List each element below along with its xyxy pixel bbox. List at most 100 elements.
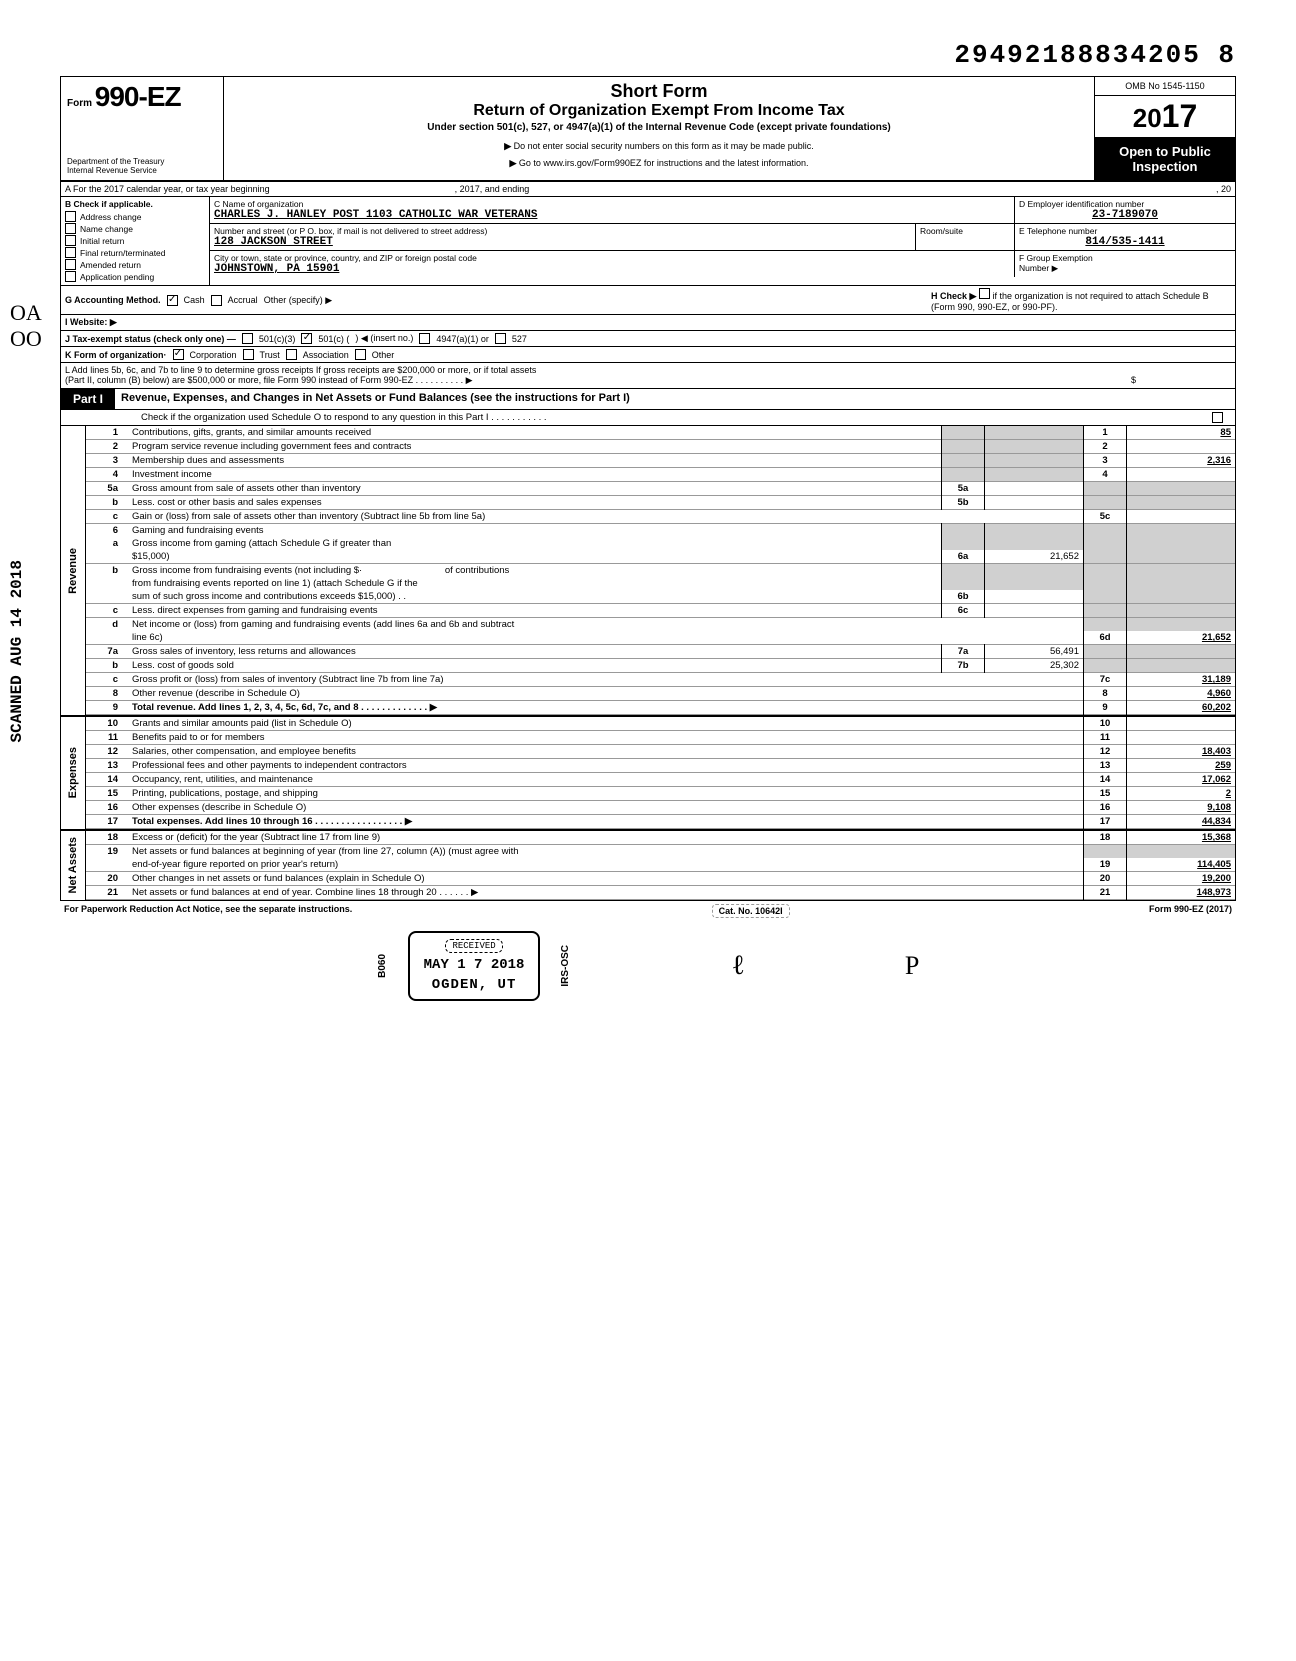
part1-body: Revenue 1Contributions, gifts, grants, a… xyxy=(61,426,1235,900)
row-a-left: A For the 2017 calendar year, or tax yea… xyxy=(65,184,270,194)
open-to-public: Open to Public Inspection xyxy=(1095,138,1235,180)
chk-name-change[interactable] xyxy=(65,223,76,234)
chk-other-org[interactable] xyxy=(355,349,366,360)
chk-corporation[interactable] xyxy=(173,349,184,360)
ln6b-desc3: sum of such gross income and contributio… xyxy=(132,591,406,602)
lbl-accrual: Accrual xyxy=(228,295,258,305)
margin-handwriting: OA OO xyxy=(10,300,42,352)
chk-cash[interactable] xyxy=(167,295,178,306)
ln21-val: 148,973 xyxy=(1127,886,1236,900)
ln7b-num: b xyxy=(86,659,128,673)
ln18-desc: Excess or (deficit) for the year (Subtra… xyxy=(132,832,380,843)
ln16-desc: Other expenses (describe in Schedule O) xyxy=(132,802,306,813)
street-address: 128 JACKSON STREET xyxy=(214,236,911,248)
ln13-val: 259 xyxy=(1127,759,1236,773)
ln7a-snum: 7a xyxy=(942,645,985,659)
chk-4947[interactable] xyxy=(419,333,430,344)
stamp-date: MAY 1 7 2018 xyxy=(424,957,525,973)
lbl-other-method: Other (specify) ▶ xyxy=(264,295,332,306)
footer: For Paperwork Reduction Act Notice, see … xyxy=(60,901,1236,921)
ln5c-desc: Gain or (loss) from sale of assets other… xyxy=(132,511,485,522)
margin-oa: OA xyxy=(10,300,42,326)
form-number: 990-EZ xyxy=(95,81,181,112)
ln3-desc: Membership dues and assessments xyxy=(132,455,284,466)
ln20-val: 19,200 xyxy=(1127,872,1236,886)
chk-schedule-o[interactable] xyxy=(1212,412,1223,423)
ein-value: 23-7189070 xyxy=(1019,209,1231,221)
j-label: J Tax-exempt status (check only one) — xyxy=(65,334,236,344)
chk-accrual[interactable] xyxy=(211,295,222,306)
chk-final-return[interactable] xyxy=(65,247,76,258)
chk-amended-return[interactable] xyxy=(65,259,76,270)
ln5b-snum: 5b xyxy=(942,496,985,510)
chk-h[interactable] xyxy=(979,288,990,299)
row-g-h: G Accounting Method. Cash Accrual Other … xyxy=(61,286,1235,315)
lbl-address-change: Address change xyxy=(80,212,141,222)
stamp-received: RECEIVED xyxy=(445,939,502,953)
city-state-zip: JOHNSTOWN, PA 15901 xyxy=(214,263,1010,275)
chk-association[interactable] xyxy=(286,349,297,360)
title-under-section: Under section 501(c), 527, or 4947(a)(1)… xyxy=(232,122,1086,133)
tax-year: 2017 xyxy=(1095,96,1235,138)
form-word: Form xyxy=(67,98,92,109)
ln7a-desc: Gross sales of inventory, less returns a… xyxy=(132,646,356,657)
ln18-num: 18 xyxy=(86,831,128,845)
chk-501c3[interactable] xyxy=(242,333,253,344)
ln6b-snum: 6b xyxy=(942,590,985,604)
chk-address-change[interactable] xyxy=(65,211,76,222)
ln5c-num: c xyxy=(86,510,128,524)
ln6d-mnum: 6d xyxy=(1084,631,1127,645)
signature-mark: ℓ xyxy=(731,950,744,982)
l-text1: L Add lines 5b, 6c, and 7b to line 9 to … xyxy=(65,365,1231,375)
chk-501c[interactable] xyxy=(301,333,312,344)
ln4-desc: Investment income xyxy=(132,469,212,480)
c-city-label: City or town, state or province, country… xyxy=(214,253,1010,263)
room-suite-label: Room/suite xyxy=(920,226,1010,236)
ln12-num: 12 xyxy=(86,745,128,759)
ln14-num: 14 xyxy=(86,773,128,787)
ln5a-desc: Gross amount from sale of assets other t… xyxy=(132,483,361,494)
ln6d-desc1: Net income or (loss) from gaming and fun… xyxy=(132,619,514,630)
ln12-desc: Salaries, other compensation, and employ… xyxy=(132,746,356,757)
ln16-val: 9,108 xyxy=(1127,801,1236,815)
ln2-num: 2 xyxy=(86,440,128,454)
chk-initial-return[interactable] xyxy=(65,235,76,246)
ln8-num: 8 xyxy=(86,687,128,701)
chk-527[interactable] xyxy=(495,333,506,344)
col-c: C Name of organization CHARLES J. HANLEY… xyxy=(210,197,1235,285)
side-netassets: Net Assets xyxy=(65,833,81,897)
stamp-area: B060 RECEIVED MAY 1 7 2018 OGDEN, UT IRS… xyxy=(60,931,1236,1001)
e-phone-label: E Telephone number xyxy=(1019,226,1231,236)
ln13-num: 13 xyxy=(86,759,128,773)
ln6a-num: a xyxy=(86,537,128,550)
margin-scanned-stamp: SCANNED AUG 14 2018 xyxy=(8,560,26,742)
ln6a-snum: 6a xyxy=(942,550,985,564)
l-dollar: $ xyxy=(1131,375,1231,386)
ln14-val: 17,062 xyxy=(1127,773,1236,787)
ln15-val: 2 xyxy=(1127,787,1236,801)
footer-formref: Form 990-EZ (2017) xyxy=(1149,904,1232,918)
ln6b-sval xyxy=(985,590,1084,604)
part1-header: Part I Revenue, Expenses, and Changes in… xyxy=(61,389,1235,410)
ln6c-snum: 6c xyxy=(942,604,985,618)
ln5b-desc: Less. cost or other basis and sales expe… xyxy=(132,497,322,508)
ln11-desc: Benefits paid to or for members xyxy=(132,732,265,743)
k-label: K Form of organization· xyxy=(65,350,167,360)
chk-trust[interactable] xyxy=(243,349,254,360)
ln7b-sval: 25,302 xyxy=(985,659,1084,673)
c-name-label: C Name of organization xyxy=(214,199,1010,209)
ln6a-desc2: $15,000) xyxy=(132,551,170,562)
chk-application-pending[interactable] xyxy=(65,271,76,282)
ln7a-sval: 56,491 xyxy=(985,645,1084,659)
document-id-number: 29492188834205 8 xyxy=(60,40,1236,70)
ln6a-sval: 21,652 xyxy=(985,550,1084,564)
block-bcd: B Check if applicable. Address change Na… xyxy=(61,197,1235,286)
ln9-num: 9 xyxy=(86,701,128,715)
ln6c-sval xyxy=(985,604,1084,618)
ln10-val xyxy=(1127,717,1236,731)
open-line1: Open to Public xyxy=(1097,144,1233,159)
ln15-num: 15 xyxy=(86,787,128,801)
ln7b-snum: 7b xyxy=(942,659,985,673)
lbl-4947: 4947(a)(1) or xyxy=(436,334,489,344)
ln19-desc2: end-of-year figure reported on prior yea… xyxy=(132,859,338,870)
